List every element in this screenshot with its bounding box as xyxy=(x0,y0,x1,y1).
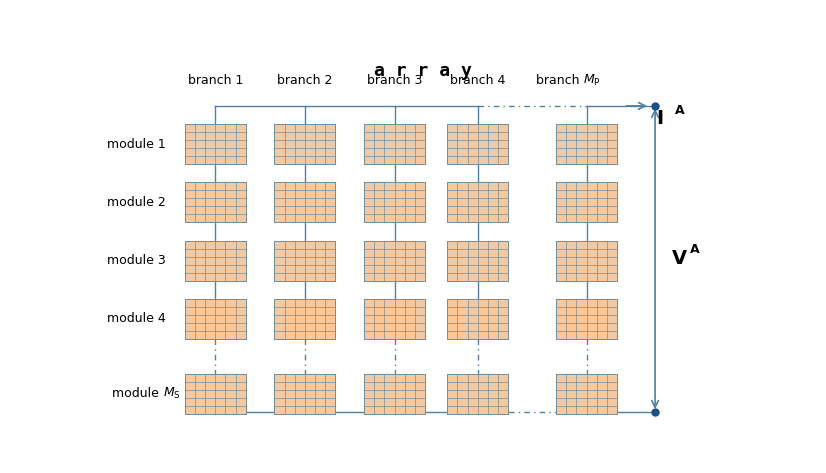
Text: branch 2: branch 2 xyxy=(278,74,333,87)
Text: $M_\mathrm{P}$: $M_\mathrm{P}$ xyxy=(583,73,601,88)
Text: $\mathbf{A}$: $\mathbf{A}$ xyxy=(689,243,700,256)
Bar xyxy=(274,124,335,164)
Text: branch 3: branch 3 xyxy=(367,74,422,87)
Text: module 3: module 3 xyxy=(107,254,166,267)
Bar xyxy=(185,124,245,164)
Bar xyxy=(448,241,508,281)
Bar xyxy=(448,374,508,414)
Bar xyxy=(364,124,425,164)
Bar xyxy=(364,299,425,339)
Bar xyxy=(448,124,508,164)
Text: $M_\mathrm{S}$: $M_\mathrm{S}$ xyxy=(163,386,181,401)
Bar xyxy=(274,183,335,222)
Text: module 4: module 4 xyxy=(107,313,166,325)
Bar xyxy=(185,374,245,414)
Text: module: module xyxy=(112,387,163,400)
Bar xyxy=(448,299,508,339)
Text: $\mathit{\mathbf{V}}$: $\mathit{\mathbf{V}}$ xyxy=(671,249,688,268)
Text: a r r a y: a r r a y xyxy=(374,62,472,80)
Bar xyxy=(185,241,245,281)
Text: module 2: module 2 xyxy=(107,196,166,209)
Bar xyxy=(556,124,617,164)
Bar xyxy=(274,299,335,339)
Text: branch 1: branch 1 xyxy=(188,74,243,87)
Bar xyxy=(556,183,617,222)
Bar xyxy=(364,183,425,222)
Bar xyxy=(185,299,245,339)
Bar xyxy=(556,299,617,339)
Text: $\mathit{\mathbf{I}}$: $\mathit{\mathbf{I}}$ xyxy=(657,109,664,128)
Text: branch 4: branch 4 xyxy=(450,74,506,87)
Bar xyxy=(556,374,617,414)
Bar xyxy=(185,183,245,222)
Bar xyxy=(364,241,425,281)
Bar xyxy=(364,374,425,414)
Text: module 1: module 1 xyxy=(107,138,166,151)
Text: branch: branch xyxy=(536,74,583,87)
Bar xyxy=(448,183,508,222)
Bar xyxy=(556,241,617,281)
Bar xyxy=(274,241,335,281)
Bar xyxy=(274,374,335,414)
Text: $\mathbf{A}$: $\mathbf{A}$ xyxy=(674,104,686,117)
